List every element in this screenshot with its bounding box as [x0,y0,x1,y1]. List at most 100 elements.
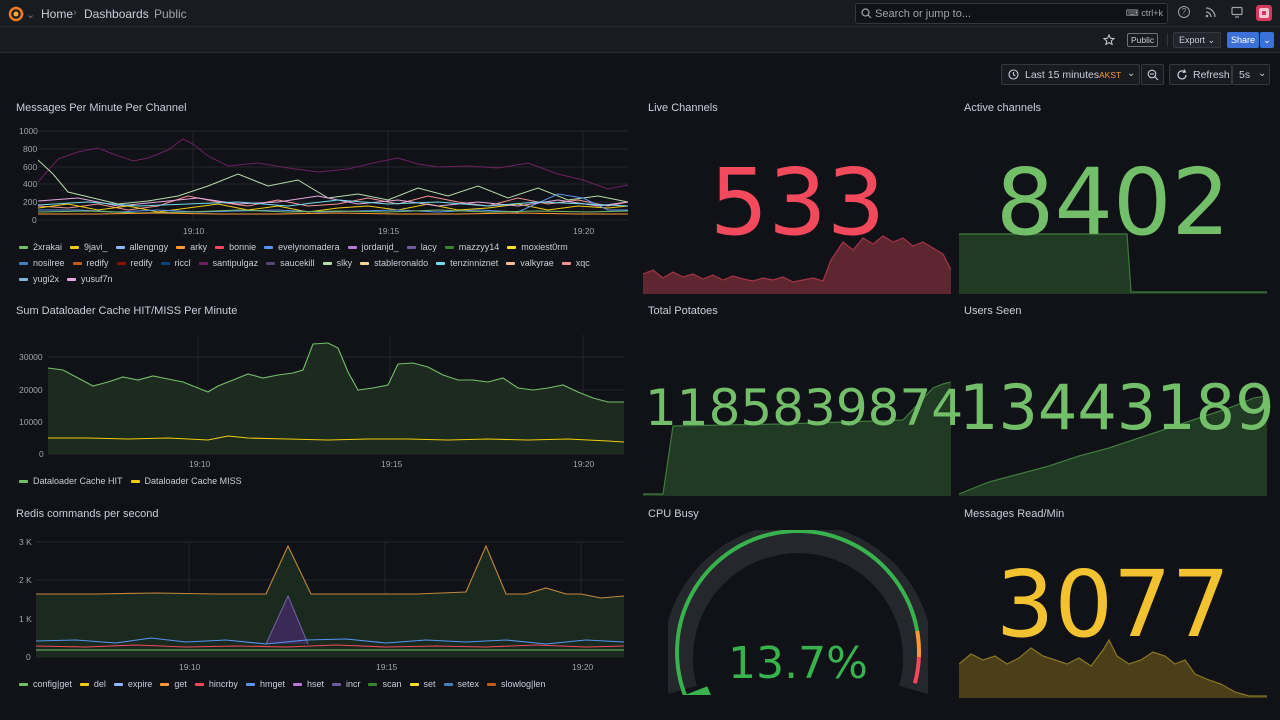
legend-item[interactable]: Dataloader Cache HIT [19,475,123,487]
avatar[interactable] [1256,5,1272,21]
y-tick: 0 [39,449,44,459]
panel-title[interactable]: Active channels [964,102,1042,114]
legend-swatch [436,261,446,265]
legend-swatch [266,261,276,265]
legend-item[interactable]: 2xrakai [19,241,62,253]
legend-label: setex [457,679,480,689]
legend-item[interactable]: expire [113,678,152,690]
rss-icon[interactable] [1205,7,1216,18]
refresh-interval-picker[interactable]: 5s ⌄ [1232,64,1270,85]
redis-chart [36,541,624,658]
legend-label: config|get [33,679,72,689]
stat-value: 533 [709,149,886,256]
legend-item[interactable]: del [79,678,106,690]
legend-swatch [409,682,419,686]
legend-item[interactable]: saucekill [266,257,315,269]
legend-item[interactable]: moxiest0rm [507,241,568,253]
legend-label: tenzinniznet [450,258,499,268]
legend-label: hmget [259,679,285,689]
legend-label: nosilree [33,258,65,268]
legend-label: Dataloader Cache MISS [144,476,242,486]
chevron-down-icon: ⌄ [1258,68,1267,79]
help-icon[interactable]: ? [1178,6,1190,18]
panel-title[interactable]: CPU Busy [648,508,699,520]
breadcrumb-dashboards[interactable]: Dashboards [84,7,149,21]
stat-value: 3077 [995,551,1231,658]
legend-item[interactable]: yugi2x [19,273,59,285]
legend-item[interactable]: tenzinniznet [436,257,498,269]
legend-label: saucekill [280,258,315,268]
series-line [38,212,628,215]
legend-swatch [507,245,517,249]
legend-item[interactable]: 9javi_ [70,241,108,253]
legend-item[interactable]: slowlog|len [487,678,545,690]
legend-swatch [115,245,125,249]
gauge-threshold-segment [915,630,922,658]
share-label: Share [1230,35,1256,45]
search-input[interactable]: Search or jump to... ⌨ ctrl+k [855,3,1168,24]
y-tick: 3 K [19,537,32,547]
legend-item[interactable]: get [160,678,187,690]
panel-title[interactable]: Messages Per Minute Per Channel [16,102,187,114]
share-button[interactable]: Share [1227,32,1259,48]
legend-item[interactable]: scan [368,678,402,690]
legend-item[interactable]: evelynomadera [264,241,340,253]
legend-item[interactable]: incr [331,678,360,690]
legend-item[interactable]: Dataloader Cache MISS [130,475,242,487]
legend-item[interactable]: hincrby [194,678,238,690]
legend-item[interactable]: slky [322,257,352,269]
legend-item[interactable]: stableronaldo [360,257,428,269]
cpu-gauge [668,530,928,695]
panel-title[interactable]: Users Seen [964,305,1022,317]
legend-item[interactable]: redify [116,257,153,269]
legend-item[interactable]: yusuf7n [67,273,113,285]
kiosk-monitor-icon[interactable] [1231,6,1243,18]
legend-item[interactable]: xqc [561,257,590,269]
legend-item[interactable]: redify [72,257,109,269]
refresh-button[interactable]: Refresh [1169,64,1232,85]
sparkline [959,233,1267,294]
legend-item[interactable]: mazzyy14 [444,241,499,253]
legend-item[interactable]: setex [443,678,480,690]
panel-title[interactable]: Total Potatoes [648,305,718,317]
y-tick: 20000 [19,385,43,395]
time-range-picker[interactable]: Last 15 minutes AKST ⌄ [1001,64,1140,85]
legend-item[interactable]: nosilree [19,257,65,269]
legend-swatch [113,682,123,686]
legend-label: del [93,679,106,689]
legend-swatch [19,261,28,265]
breadcrumb-home[interactable]: Home [41,7,74,21]
panel-title[interactable]: Sum Dataloader Cache HIT/MISS Per Minute [16,305,238,317]
x-tick: 19:15 [376,662,398,672]
legend-item[interactable]: config|get [19,678,72,690]
refresh-interval-label: 5s [1239,69,1251,81]
legend-item[interactable]: bonnie [215,241,256,253]
panel-title[interactable]: Redis commands per second [16,508,159,520]
legend-item[interactable]: allengngy [115,241,168,253]
legend-item[interactable]: riccl [160,257,191,269]
stat-value: 1185839874 [645,379,964,437]
grafana-logo-icon[interactable] [7,5,25,23]
share-menu-button[interactable]: ⌄ [1260,32,1274,48]
legend-item[interactable]: valkyrae [506,257,554,269]
logo-chevron-icon[interactable]: ⌄ [26,9,36,21]
legend-item[interactable]: hmget [245,678,285,690]
legend-item[interactable]: hset [292,678,324,690]
legend-label: arky [190,242,208,252]
legend-item[interactable]: arky [176,241,207,253]
chart-legend: config|get del expire get hincrby hmget hset in… [19,678,619,690]
panel-title[interactable]: Live Channels [648,102,718,114]
x-tick: 19:10 [183,226,205,236]
star-icon[interactable] [1103,34,1115,46]
chevron-down-icon: ⌄ [1263,35,1271,45]
panel-title[interactable]: Messages Read/Min [964,508,1065,520]
legend-swatch [198,261,208,265]
public-badge: Public [1127,33,1159,47]
export-button[interactable]: Export ⌄ [1173,32,1221,48]
legend-item[interactable]: set [409,678,436,690]
legend-item[interactable]: santipulgaz [198,257,258,269]
legend-item[interactable]: jordanjd_ [347,241,399,253]
zoom-out-button[interactable] [1141,64,1164,85]
legend-swatch [19,277,28,281]
legend-item[interactable]: lacy [406,241,437,253]
